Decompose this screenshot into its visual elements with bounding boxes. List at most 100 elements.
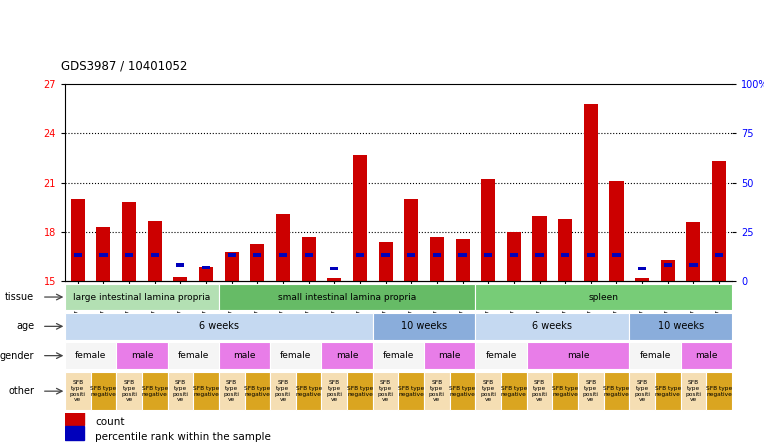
Bar [65,313,373,340]
Bar [455,239,470,281]
Bar [219,284,475,310]
Bar [561,254,569,257]
Text: female: female [75,351,106,360]
Text: male: male [131,351,153,360]
Bar [475,284,732,310]
Text: SFB type
negative: SFB type negative [398,386,424,396]
Bar [510,254,518,257]
Bar [578,372,604,410]
Text: SFB
type
positi
ve: SFB type positi ve [583,380,599,402]
Bar [330,266,338,270]
Bar [167,372,193,410]
Bar [481,179,495,281]
Bar [635,278,649,281]
Text: SFB
type
positi
ve: SFB type positi ve [173,380,189,402]
Bar [689,263,698,267]
Bar [381,254,390,257]
Bar [610,181,623,281]
Bar [173,277,187,281]
Text: male: male [695,351,717,360]
Bar [484,254,492,257]
Bar [167,342,219,369]
Text: 6 weeks: 6 weeks [199,321,239,331]
Text: SFB type
negative: SFB type negative [90,386,117,396]
Bar [225,252,238,281]
Bar [715,254,724,257]
Text: GDS3987 / 10401052: GDS3987 / 10401052 [61,60,187,73]
Text: large intestinal lamina propria: large intestinal lamina propria [73,293,211,301]
Bar [681,342,732,369]
Bar [526,342,630,369]
Bar [681,372,706,410]
Text: gender: gender [0,351,34,361]
Bar [533,216,546,281]
Text: SFB type
negative: SFB type negative [193,386,219,396]
Bar [558,219,572,281]
Text: small intestinal lamina propria: small intestinal lamina propria [278,293,416,301]
Bar [99,254,108,257]
Bar [706,372,732,410]
Bar [73,254,82,257]
Text: SFB
type
positi
ve: SFB type positi ve [634,380,650,402]
Bar [96,227,111,281]
Bar [296,372,322,410]
Bar [142,372,167,410]
Bar [356,254,364,257]
Text: SFB
type
positi
ve: SFB type positi ve [326,380,342,402]
Text: SFB type
negative: SFB type negative [449,386,476,396]
Text: percentile rank within the sample: percentile rank within the sample [95,432,270,443]
Bar [536,254,544,257]
Text: 6 weeks: 6 weeks [533,321,572,331]
Bar [244,372,270,410]
Text: SFB type
negative: SFB type negative [296,386,322,396]
Bar [424,342,475,369]
Bar [125,254,133,257]
Text: SFB
type
positi
ve: SFB type positi ve [70,380,86,402]
Text: other: other [8,386,34,396]
Bar [322,372,347,410]
Bar [664,263,672,267]
Text: SFB
type
positi
ve: SFB type positi ve [685,380,701,402]
Bar [219,372,244,410]
Bar [253,254,261,257]
Bar [202,266,210,270]
Bar [430,237,444,281]
Bar [424,372,450,410]
Bar [65,342,116,369]
Bar [475,313,630,340]
Bar [71,199,85,281]
Bar [251,244,264,281]
Text: female: female [485,351,516,360]
Bar [501,372,526,410]
Text: SFB
type
positi
ve: SFB type positi ve [275,380,291,402]
Bar [407,254,416,257]
Bar [302,237,316,281]
Text: spleen: spleen [588,293,619,301]
Bar [655,372,681,410]
Text: SFB type
negative: SFB type negative [604,386,630,396]
Bar [686,222,701,281]
Text: male: male [567,351,589,360]
Text: male: male [336,351,358,360]
Bar [630,342,681,369]
Bar [450,372,475,410]
Text: SFB type
negative: SFB type negative [706,386,732,396]
Text: SFB
type
positi
ve: SFB type positi ve [121,380,137,402]
Bar [604,372,630,410]
Bar [116,342,167,369]
Bar [347,372,373,410]
Text: SFB type
negative: SFB type negative [500,386,527,396]
Text: male: male [439,351,461,360]
Bar [270,372,296,410]
Bar [475,342,526,369]
Bar [228,254,236,257]
Bar [65,372,91,410]
Text: 10 weeks: 10 weeks [401,321,447,331]
Text: tissue: tissue [5,292,34,302]
Bar [193,372,219,410]
Text: SFB type
negative: SFB type negative [244,386,270,396]
Text: SFB
type
positi
ve: SFB type positi ve [224,380,240,402]
Bar [552,372,578,410]
Bar [630,372,655,410]
Bar [65,284,219,310]
